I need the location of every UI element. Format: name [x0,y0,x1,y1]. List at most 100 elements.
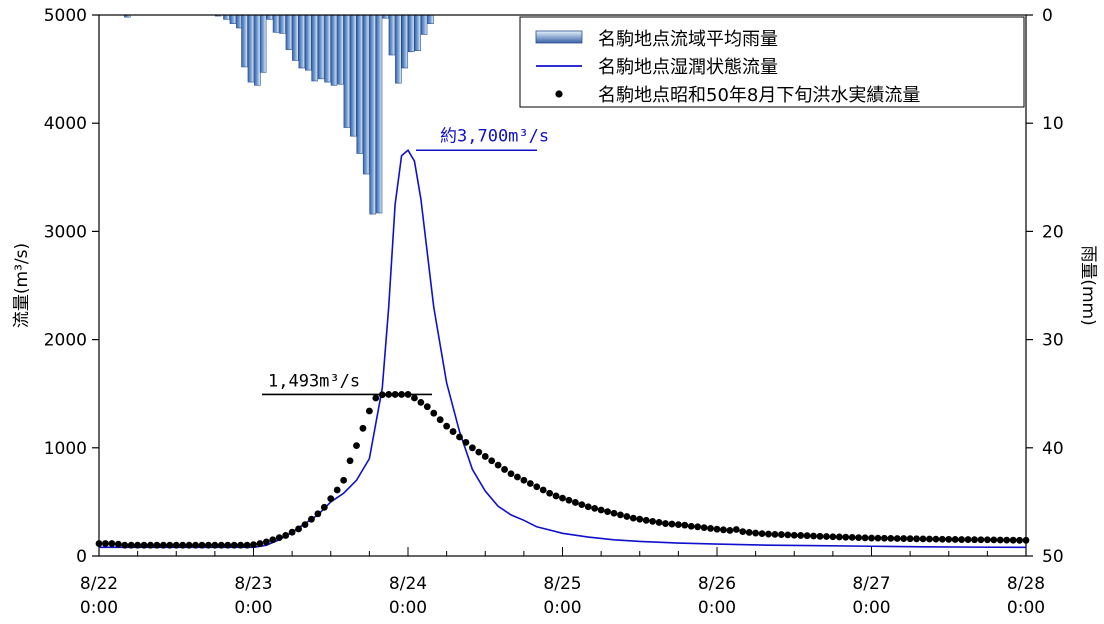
observed-flow-point [861,534,869,542]
observed-flow-point [520,476,528,484]
observed-flow-point [983,536,991,544]
rainfall-bar [292,14,299,61]
observed-flow-point [1016,536,1023,544]
x-axis-time-label: 0:00 [698,598,736,618]
observed-flow-point [977,536,985,544]
observed-flow-point [597,506,605,514]
observed-flow-point [423,403,431,411]
rainfall-bar [388,14,396,56]
observed-flow-point [314,510,322,518]
rainfall-bar [247,14,255,83]
right-axis-tick-label: 50 [1042,547,1064,567]
observed-flow-point [584,503,592,511]
observed-flow-point [301,521,309,529]
observed-flow-point [211,541,219,549]
rainfall-bar [427,14,434,24]
observed-flow-point [707,525,714,532]
observed-flow-point [250,541,257,549]
observed-flow-point [591,504,599,512]
observed-flow-point [816,532,824,540]
rainfall-bars [124,14,434,215]
observed-flow-point [436,416,444,424]
observed-flow-point [681,521,689,529]
observed-flow-point [95,540,103,547]
legend-swatch-rainfall [535,30,583,44]
observed-flow-point [771,530,779,538]
observed-flow-point [514,473,521,481]
observed-flow-point [919,535,927,543]
observed-flow-point [642,516,650,524]
x-axis-date-label: 8/27 [852,574,890,594]
observed-flow-point [623,513,631,520]
observed-flow-point [797,532,805,539]
observed-flow-point [198,541,206,549]
observed-flow-point [617,511,624,519]
observed-flow-point [269,536,277,544]
right-axis-tick-label: 10 [1042,114,1064,134]
observed-flow-point [1003,536,1011,544]
x-axis-time-label: 0:00 [852,598,890,618]
x-axis-date-label: 8/28 [1007,574,1045,594]
observed-flow-point [674,521,682,529]
observed-flow-point [758,530,766,537]
rainfall-bar [324,14,331,83]
legend-entry-label: 名駒地点湿潤状態流量 [598,57,778,78]
observed-flow-point [636,515,644,523]
observed-flow-point [720,526,727,534]
observed-flow-point [185,541,193,549]
observed-flow-point [784,531,792,539]
observed-flow-point [166,541,174,549]
observed-flow-point [610,509,618,517]
observed-flow-point [237,541,245,549]
legend-swatch-observed-flow [555,90,563,98]
observed-flow-point [359,424,367,432]
observed-flow-point [282,532,290,539]
rainfall-bar [343,14,351,128]
observed-flow-point [256,540,264,547]
observed-flow-point [990,536,998,544]
observed-flow-point [449,428,457,435]
observed-flow-point [552,492,560,500]
observed-flow-point [295,525,302,533]
rainfall-bar [317,14,325,80]
observed-flow-point [108,540,116,547]
observed-flow-point [327,495,335,503]
rainfall-bar [254,14,261,86]
rainfall-bar [362,14,370,175]
observed-flow-point [230,541,238,549]
observed-flow-point [629,514,637,522]
observed-flow-point [456,433,463,441]
observed-flow-point [346,457,354,465]
rainfall-bar [375,14,383,214]
right-axis-tick-label: 0 [1042,6,1053,26]
observed-flow-point [224,541,232,549]
observed-flow-point [1009,536,1017,544]
observed-flow-point [926,535,933,543]
observed-flow-point [140,541,148,549]
observed-flow-point [887,534,895,542]
x-axis-date-label: 8/25 [543,574,581,594]
peak-annotations: 約3,700m³/s 1,493m³/s [262,126,549,396]
observed-flow-point [217,541,225,549]
rainfall-bar [420,14,428,35]
observed-flow-point [739,528,747,536]
observed-peak-label: 1,493m³/s [268,371,360,391]
rainfall-bar [414,14,421,52]
left-axis-tick-label: 5000 [44,6,87,26]
rainfall-bar [401,14,409,69]
observed-flow-point [958,536,966,543]
observed-flow-point [127,541,135,549]
rainfall-bar [369,14,376,215]
observed-flow-point [507,470,515,478]
observed-flow-point [823,533,830,540]
observed-flow-point [604,508,611,516]
observed-flow-point [726,527,734,534]
observed-flow-point [662,520,669,527]
rainfall-bar [223,14,230,20]
observed-flow-point [668,520,676,528]
observed-flow-point [694,523,702,531]
observed-flow-point [913,535,920,543]
observed-flow-point [417,398,425,406]
x-axis-date-label: 8/24 [389,574,427,594]
